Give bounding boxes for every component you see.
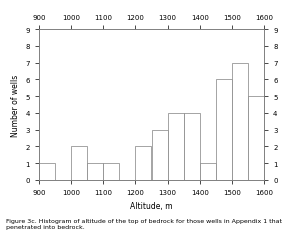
Bar xyxy=(216,80,232,180)
Bar xyxy=(168,113,184,180)
Bar xyxy=(184,113,200,180)
Bar xyxy=(39,164,55,180)
Bar xyxy=(248,97,264,180)
X-axis label: Altitude, m: Altitude, m xyxy=(130,201,173,210)
Bar xyxy=(200,164,216,180)
Bar xyxy=(152,130,168,180)
Bar xyxy=(71,147,87,180)
Text: Figure 3c. Histogram of altitude of the top of bedrock for those wells in Append: Figure 3c. Histogram of altitude of the … xyxy=(6,218,282,229)
Y-axis label: Number of wells: Number of wells xyxy=(11,74,20,136)
Bar xyxy=(264,164,280,180)
Bar xyxy=(232,63,248,180)
Bar xyxy=(87,164,103,180)
Bar xyxy=(135,147,152,180)
Bar xyxy=(103,164,119,180)
